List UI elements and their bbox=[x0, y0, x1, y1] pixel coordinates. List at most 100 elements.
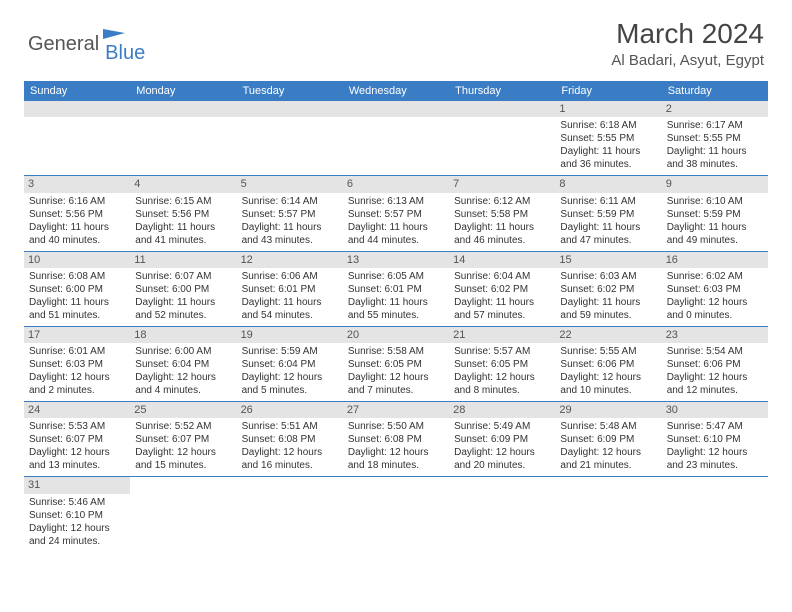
sunset-line: Sunset: 5:59 PM bbox=[667, 208, 763, 221]
daylight-line: Daylight: 12 hours and 23 minutes. bbox=[667, 446, 763, 472]
sunrise-line: Sunrise: 5:59 AM bbox=[242, 345, 338, 358]
weekday-header: Friday bbox=[555, 81, 661, 101]
sunset-line: Sunset: 6:04 PM bbox=[242, 358, 338, 371]
sunrise-line: Sunrise: 6:15 AM bbox=[135, 195, 231, 208]
weekday-header-row: SundayMondayTuesdayWednesdayThursdayFrid… bbox=[24, 81, 768, 101]
day-cell: 18Sunrise: 6:00 AMSunset: 6:04 PMDayligh… bbox=[130, 326, 236, 401]
daylight-line: Daylight: 12 hours and 2 minutes. bbox=[29, 371, 125, 397]
weekday-header: Sunday bbox=[24, 81, 130, 101]
daylight-line: Daylight: 11 hours and 59 minutes. bbox=[560, 296, 656, 322]
daynum-empty bbox=[237, 101, 343, 117]
sunrise-line: Sunrise: 5:58 AM bbox=[348, 345, 444, 358]
daylight-line: Daylight: 11 hours and 52 minutes. bbox=[135, 296, 231, 322]
weekday-header: Monday bbox=[130, 81, 236, 101]
day-number: 28 bbox=[449, 402, 555, 418]
day-cell: 4Sunrise: 6:15 AMSunset: 5:56 PMDaylight… bbox=[130, 176, 236, 251]
sunset-line: Sunset: 5:57 PM bbox=[242, 208, 338, 221]
sunset-line: Sunset: 6:03 PM bbox=[29, 358, 125, 371]
sunset-line: Sunset: 6:10 PM bbox=[29, 509, 125, 522]
day-number: 27 bbox=[343, 402, 449, 418]
sunset-line: Sunset: 5:55 PM bbox=[667, 132, 763, 145]
daylight-line: Daylight: 12 hours and 20 minutes. bbox=[454, 446, 550, 472]
daylight-line: Daylight: 11 hours and 54 minutes. bbox=[242, 296, 338, 322]
location: Al Badari, Asyut, Egypt bbox=[611, 52, 764, 69]
day-number: 7 bbox=[449, 176, 555, 192]
sunset-line: Sunset: 6:00 PM bbox=[29, 283, 125, 296]
sunrise-line: Sunrise: 6:18 AM bbox=[560, 119, 656, 132]
day-number: 14 bbox=[449, 252, 555, 268]
daylight-line: Daylight: 11 hours and 51 minutes. bbox=[29, 296, 125, 322]
sunrise-line: Sunrise: 6:03 AM bbox=[560, 270, 656, 283]
day-cell: 7Sunrise: 6:12 AMSunset: 5:58 PMDaylight… bbox=[449, 176, 555, 251]
sunrise-line: Sunrise: 6:14 AM bbox=[242, 195, 338, 208]
daylight-line: Daylight: 11 hours and 43 minutes. bbox=[242, 221, 338, 247]
sunrise-line: Sunrise: 5:55 AM bbox=[560, 345, 656, 358]
daylight-line: Daylight: 12 hours and 21 minutes. bbox=[560, 446, 656, 472]
day-number: 11 bbox=[130, 252, 236, 268]
sunrise-line: Sunrise: 5:46 AM bbox=[29, 496, 125, 509]
day-cell: 30Sunrise: 5:47 AMSunset: 6:10 PMDayligh… bbox=[662, 402, 768, 477]
daylight-line: Daylight: 11 hours and 49 minutes. bbox=[667, 221, 763, 247]
day-cell: 21Sunrise: 5:57 AMSunset: 6:05 PMDayligh… bbox=[449, 326, 555, 401]
day-cell: 13Sunrise: 6:05 AMSunset: 6:01 PMDayligh… bbox=[343, 251, 449, 326]
sunset-line: Sunset: 6:08 PM bbox=[242, 433, 338, 446]
day-number: 18 bbox=[130, 327, 236, 343]
empty-cell bbox=[130, 477, 236, 552]
daylight-line: Daylight: 11 hours and 47 minutes. bbox=[560, 221, 656, 247]
sunset-line: Sunset: 5:59 PM bbox=[560, 208, 656, 221]
calendar-week-row: 31 Sunrise: 5:46 AMSunset: 6:10 PMDayligh… bbox=[24, 477, 768, 552]
calendar-week-row: 24Sunrise: 5:53 AMSunset: 6:07 PMDayligh… bbox=[24, 402, 768, 477]
day-number: 22 bbox=[555, 327, 661, 343]
empty-cell bbox=[237, 477, 343, 552]
day-number: 31 bbox=[24, 477, 130, 493]
daylight-line: Daylight: 12 hours and 4 minutes. bbox=[135, 371, 231, 397]
day-number: 16 bbox=[662, 252, 768, 268]
day-cell: 29Sunrise: 5:48 AMSunset: 6:09 PMDayligh… bbox=[555, 402, 661, 477]
daylight-line: Daylight: 11 hours and 57 minutes. bbox=[454, 296, 550, 322]
day-cell: 11Sunrise: 6:07 AMSunset: 6:00 PMDayligh… bbox=[130, 251, 236, 326]
day-cell: 1Sunrise: 6:18 AMSunset: 5:55 PMDaylight… bbox=[555, 101, 661, 176]
sunrise-line: Sunrise: 6:08 AM bbox=[29, 270, 125, 283]
daylight-line: Daylight: 12 hours and 12 minutes. bbox=[667, 371, 763, 397]
day-cell: 3Sunrise: 6:16 AMSunset: 5:56 PMDaylight… bbox=[24, 176, 130, 251]
day-number: 3 bbox=[24, 176, 130, 192]
sunrise-line: Sunrise: 5:49 AM bbox=[454, 420, 550, 433]
day-cell: 26Sunrise: 5:51 AMSunset: 6:08 PMDayligh… bbox=[237, 402, 343, 477]
day-cell: 15Sunrise: 6:03 AMSunset: 6:02 PMDayligh… bbox=[555, 251, 661, 326]
daynum-empty bbox=[449, 101, 555, 117]
title-block: March 2024 Al Badari, Asyut, Egypt bbox=[611, 18, 764, 69]
calendar-body: 1Sunrise: 6:18 AMSunset: 5:55 PMDaylight… bbox=[24, 101, 768, 552]
daylight-line: Daylight: 12 hours and 24 minutes. bbox=[29, 522, 125, 548]
day-number: 30 bbox=[662, 402, 768, 418]
sunset-line: Sunset: 6:03 PM bbox=[667, 283, 763, 296]
day-number: 10 bbox=[24, 252, 130, 268]
day-cell: 14Sunrise: 6:04 AMSunset: 6:02 PMDayligh… bbox=[449, 251, 555, 326]
daylight-line: Daylight: 12 hours and 8 minutes. bbox=[454, 371, 550, 397]
calendar-week-row: 17Sunrise: 6:01 AMSunset: 6:03 PMDayligh… bbox=[24, 326, 768, 401]
calendar-week-row: 1Sunrise: 6:18 AMSunset: 5:55 PMDaylight… bbox=[24, 101, 768, 176]
logo: General Blue bbox=[28, 24, 145, 65]
day-cell: 20Sunrise: 5:58 AMSunset: 6:05 PMDayligh… bbox=[343, 326, 449, 401]
sunset-line: Sunset: 6:04 PM bbox=[135, 358, 231, 371]
sunset-line: Sunset: 6:08 PM bbox=[348, 433, 444, 446]
day-cell: 22Sunrise: 5:55 AMSunset: 6:06 PMDayligh… bbox=[555, 326, 661, 401]
empty-cell bbox=[662, 477, 768, 552]
sunrise-line: Sunrise: 5:48 AM bbox=[560, 420, 656, 433]
sunset-line: Sunset: 5:58 PM bbox=[454, 208, 550, 221]
sunset-line: Sunset: 6:10 PM bbox=[667, 433, 763, 446]
daynum-empty bbox=[343, 101, 449, 117]
logo-text-1: General bbox=[28, 33, 99, 56]
day-cell: 12Sunrise: 6:06 AMSunset: 6:01 PMDayligh… bbox=[237, 251, 343, 326]
sunrise-line: Sunrise: 6:10 AM bbox=[667, 195, 763, 208]
sunrise-line: Sunrise: 6:16 AM bbox=[29, 195, 125, 208]
empty-cell bbox=[449, 101, 555, 176]
weekday-header: Wednesday bbox=[343, 81, 449, 101]
empty-cell bbox=[449, 477, 555, 552]
day-number: 6 bbox=[343, 176, 449, 192]
weekday-header: Tuesday bbox=[237, 81, 343, 101]
day-cell: 5Sunrise: 6:14 AMSunset: 5:57 PMDaylight… bbox=[237, 176, 343, 251]
logo-text-2: Blue bbox=[105, 42, 145, 65]
day-cell: 23Sunrise: 5:54 AMSunset: 6:06 PMDayligh… bbox=[662, 326, 768, 401]
day-number: 8 bbox=[555, 176, 661, 192]
empty-cell bbox=[555, 477, 661, 552]
